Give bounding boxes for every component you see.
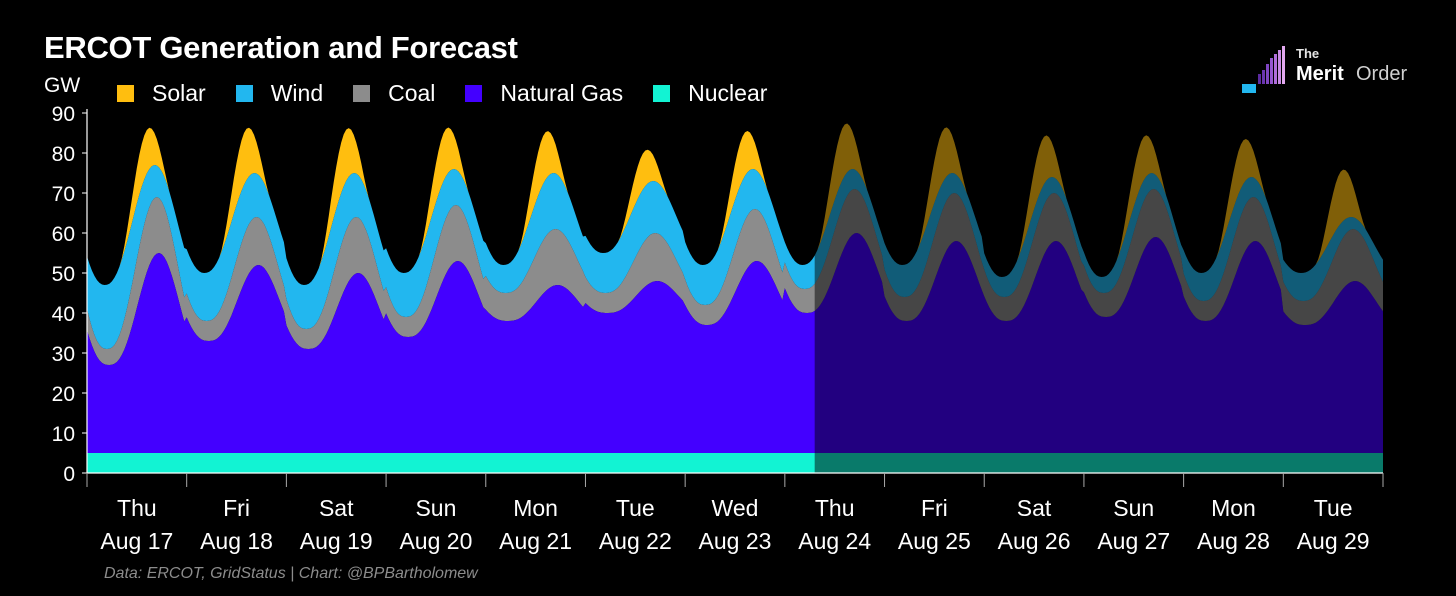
x-tick-label-date: Aug 28 (1197, 528, 1270, 554)
x-tick-label-weekday: Sat (1017, 495, 1052, 521)
x-tick-label-weekday: Thu (815, 495, 855, 521)
y-tick-label: 70 (52, 183, 75, 206)
x-tick-label-weekday: Sat (319, 495, 354, 521)
y-tick-label: 20 (52, 383, 75, 406)
x-tick-label-date: Aug 25 (898, 528, 971, 554)
x-tick-label-weekday: Mon (513, 495, 558, 521)
x-tick-label-weekday: Thu (117, 495, 157, 521)
nuclear-area-forecast (815, 453, 1383, 473)
solar-area-forecast (815, 124, 1383, 278)
y-tick-label: 80 (52, 143, 75, 166)
y-tick-label: 60 (52, 223, 75, 246)
source-note: Data: ERCOT, GridStatus | Chart: @BPBart… (104, 565, 478, 583)
x-tick-label-weekday: Mon (1211, 495, 1256, 521)
x-tick-label-weekday: Fri (921, 495, 948, 521)
x-tick-label-date: Aug 23 (699, 528, 772, 554)
x-tick-label-date: Aug 21 (499, 528, 572, 554)
x-tick-label-weekday: Sun (415, 495, 456, 521)
logo-text-merit: Merit (1296, 63, 1344, 86)
x-tick-label-date: Aug 18 (200, 528, 273, 554)
x-tick-label-date: Aug 29 (1297, 528, 1370, 554)
merit-order-logo: The Merit Order (1238, 44, 1438, 98)
x-tick-label-date: Aug 20 (399, 528, 472, 554)
merit-order-logo-mark (1238, 44, 1294, 98)
y-tick-label: 50 (52, 263, 75, 286)
x-tick-label-date: Aug 22 (599, 528, 672, 554)
x-tick-label-weekday: Fri (223, 495, 250, 521)
logo-text-the: The (1296, 46, 1319, 61)
x-tick-label-weekday: Wed (712, 495, 759, 521)
x-tick-label-weekday: Tue (1314, 495, 1353, 521)
y-tick-label: 0 (63, 463, 75, 486)
wind-area-forecast (815, 169, 1383, 301)
x-tick-label-weekday: Tue (616, 495, 655, 521)
y-tick-label: 10 (52, 423, 75, 446)
nuclear-area-actual (87, 453, 815, 473)
x-tick-label-weekday: Sun (1113, 495, 1154, 521)
y-tick-label: 30 (52, 343, 75, 366)
y-tick-label: 90 (52, 103, 75, 126)
x-tick-label-date: Aug 19 (300, 528, 373, 554)
x-tick-label-date: Aug 26 (998, 528, 1071, 554)
x-tick-label-date: Aug 17 (100, 528, 173, 554)
x-tick-label-date: Aug 27 (1097, 528, 1170, 554)
x-tick-label-date: Aug 24 (798, 528, 871, 554)
y-tick-label: 40 (52, 303, 75, 326)
logo-text-order: Order (1356, 63, 1407, 86)
coal-area-forecast (815, 189, 1383, 325)
